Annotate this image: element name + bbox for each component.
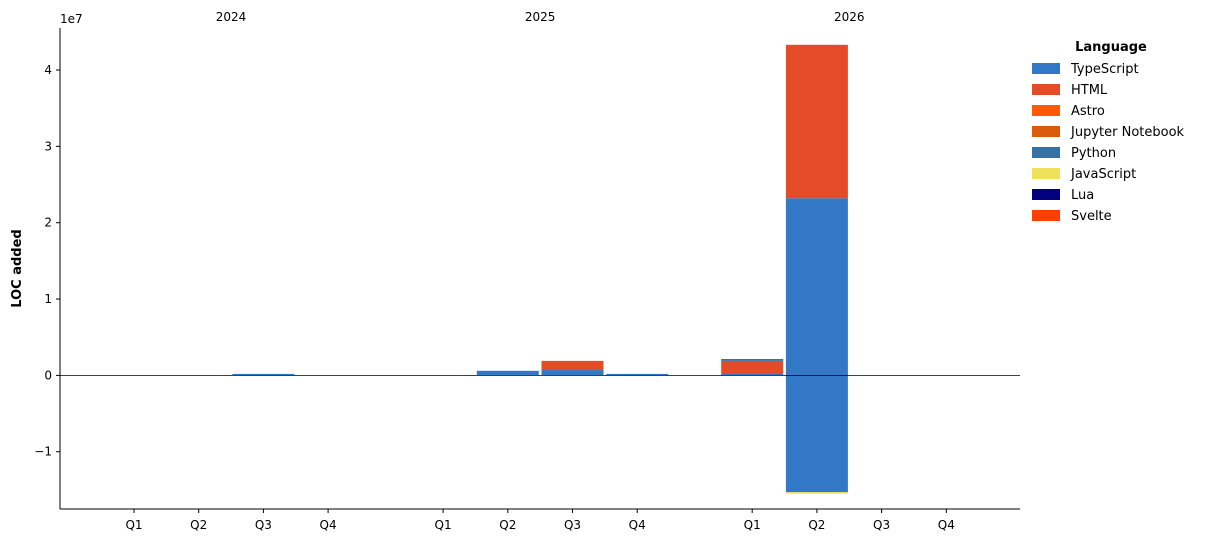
bar-html-2026-q2 xyxy=(785,44,848,199)
bars-layer xyxy=(232,44,848,494)
x-tick-label: Q2 xyxy=(190,518,207,532)
legend-swatch xyxy=(1032,63,1060,74)
year-group-label: 2024 xyxy=(216,10,247,24)
legend-label: TypeScript xyxy=(1070,62,1139,77)
y-axis-title: LOC added xyxy=(10,229,25,307)
y-ticks: −1 0 1 2 3 4 xyxy=(34,63,60,459)
legend-swatch xyxy=(1032,105,1060,116)
year-group-label: 2026 xyxy=(834,10,865,24)
bar-typescript-2025-q2 xyxy=(476,370,539,376)
bar-typescript-2026-q1 xyxy=(721,373,784,376)
legend-label: Jupyter Notebook xyxy=(1070,125,1185,140)
y-tick-label: 2 xyxy=(44,216,52,230)
y-tick-label: −1 xyxy=(34,445,52,459)
y-tick-label: 4 xyxy=(44,63,52,77)
legend-swatch xyxy=(1032,126,1060,137)
x-tick-label: Q1 xyxy=(744,518,761,532)
year-group-label: 2025 xyxy=(525,10,556,24)
y-tick-label: 3 xyxy=(44,139,52,153)
bar-typescript-2024-q3 xyxy=(232,373,295,376)
x-tick-label: Q1 xyxy=(435,518,452,532)
legend: Language TypeScript HTML Astro Jupyter Note… xyxy=(1032,40,1185,224)
year-group-labels: 2024 2025 2026 xyxy=(216,10,865,24)
x-tick-label: Q3 xyxy=(255,518,272,532)
legend-label: Lua xyxy=(1071,188,1094,203)
bar-html-2026-q1 xyxy=(721,360,784,374)
legend-swatch xyxy=(1032,210,1060,221)
x-tick-label: Q4 xyxy=(320,518,337,532)
x-ticks: Q1 Q2 Q3 Q4 Q1 Q2 Q3 Q4 Q1 Q2 Q3 Q4 xyxy=(125,509,955,532)
y-offset-label: 1e7 xyxy=(60,12,83,26)
x-tick-label: Q2 xyxy=(499,518,516,532)
x-tick-label: Q1 xyxy=(125,518,142,532)
legend-label: JavaScript xyxy=(1070,167,1136,182)
legend-swatch xyxy=(1032,189,1060,200)
bar-typescript-2026-q2 xyxy=(785,198,848,376)
x-tick-label: Q4 xyxy=(938,518,955,532)
bar-negative-javascript-2026-q2 xyxy=(785,492,848,494)
legend-label: Python xyxy=(1071,146,1116,161)
legend-swatch xyxy=(1032,147,1060,158)
legend-swatch xyxy=(1032,168,1060,179)
legend-swatch xyxy=(1032,84,1060,95)
x-tick-label: Q3 xyxy=(564,518,581,532)
bar-typescript-2025-q4 xyxy=(606,373,669,376)
legend-label: HTML xyxy=(1071,83,1108,98)
bar-typescript-2025-q3 xyxy=(541,370,604,376)
legend-title: Language xyxy=(1075,40,1147,55)
legend-items: TypeScript HTML Astro Jupyter Notebook Pytho… xyxy=(1032,62,1185,224)
bar-python-2026-q1 xyxy=(721,358,784,361)
x-tick-label: Q4 xyxy=(629,518,646,532)
x-tick-label: Q3 xyxy=(873,518,890,532)
x-tick-label: Q2 xyxy=(808,518,825,532)
bar-html-2025-q3 xyxy=(541,360,604,371)
legend-label: Svelte xyxy=(1071,209,1112,224)
legend-label: Astro xyxy=(1071,104,1105,119)
y-tick-label: 0 xyxy=(44,368,52,382)
y-tick-label: 1 xyxy=(44,292,52,306)
bar-negative-typescript-2026-q2 xyxy=(785,375,848,493)
